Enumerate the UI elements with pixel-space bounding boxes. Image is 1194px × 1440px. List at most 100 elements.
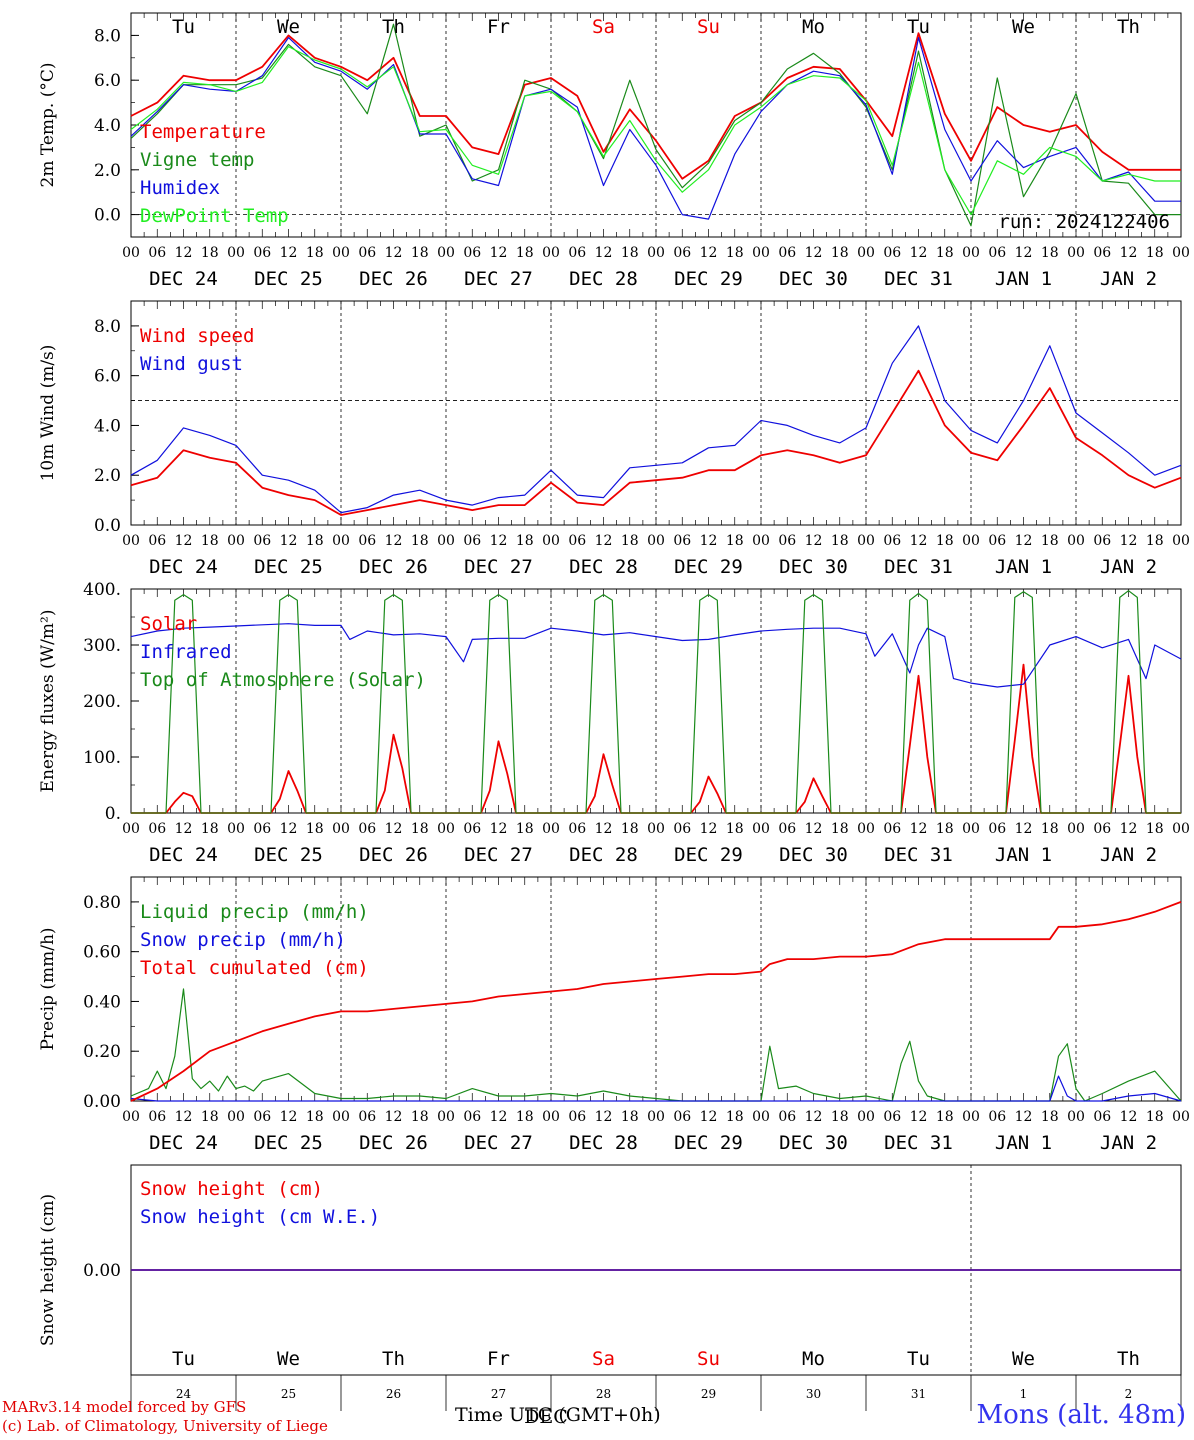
hour-tick-label: 12 xyxy=(700,533,718,549)
y-axis-label: 2m Temp. (°C) xyxy=(38,62,58,187)
hour-tick-label: 18 xyxy=(411,245,429,261)
hour-tick-label: 18 xyxy=(621,821,639,837)
hour-tick-label: 18 xyxy=(621,533,639,549)
weekday-label-bottom: Sa xyxy=(592,1348,615,1370)
hour-tick-label: 12 xyxy=(385,821,403,837)
hour-tick-label: 12 xyxy=(595,245,613,261)
hour-tick-label: 12 xyxy=(910,245,928,261)
hour-tick-label: 00 xyxy=(437,245,455,261)
hour-tick-label: 18 xyxy=(831,533,849,549)
hour-tick-label: 12 xyxy=(280,245,298,261)
hour-tick-label: 18 xyxy=(1041,245,1059,261)
y-tick-label: 8.0 xyxy=(94,26,121,46)
hour-tick-label: 18 xyxy=(516,533,534,549)
hour-tick-label: 06 xyxy=(148,821,166,837)
date-label: DEC 31 xyxy=(884,556,953,578)
hour-tick-label: 12 xyxy=(385,533,403,549)
date-label: JAN 2 xyxy=(1100,1132,1157,1154)
hour-tick-label: 06 xyxy=(778,821,796,837)
station-label: Mons (alt. 48m) xyxy=(976,1400,1186,1430)
day-number: 26 xyxy=(386,1387,401,1401)
hour-tick-label: 06 xyxy=(1093,1109,1111,1125)
date-label: JAN 2 xyxy=(1100,556,1157,578)
legend-entry: Infrared xyxy=(140,641,232,663)
hour-tick-label: 18 xyxy=(201,245,219,261)
hour-tick-label: 18 xyxy=(306,1109,324,1125)
hour-tick-label: 12 xyxy=(1120,1109,1138,1125)
hour-tick-label: 06 xyxy=(1093,533,1111,549)
hour-tick-label: 06 xyxy=(358,821,376,837)
hour-tick-label: 06 xyxy=(673,821,691,837)
hour-tick-label: 00 xyxy=(752,245,770,261)
y-axis-label: Precip (mm/h) xyxy=(38,927,58,1050)
run-label: run: 2024122406 xyxy=(998,211,1170,233)
hour-tick-label: 12 xyxy=(490,1109,508,1125)
weekday-label-top: Fr xyxy=(487,16,510,38)
panel-frame xyxy=(130,588,1182,814)
hour-tick-label: 00 xyxy=(857,245,875,261)
hour-tick-label: 00 xyxy=(122,821,140,837)
weekday-label-bottom: Th xyxy=(382,1348,405,1370)
hour-tick-label: 12 xyxy=(1015,1109,1033,1125)
hour-tick-label: 12 xyxy=(910,1109,928,1125)
series-group xyxy=(130,901,1182,1102)
hour-tick-label: 18 xyxy=(516,821,534,837)
y-tick-label: 300. xyxy=(83,636,121,656)
hour-tick-label: 00 xyxy=(962,245,980,261)
hour-tick-label: 00 xyxy=(227,821,245,837)
hour-tick-label: 12 xyxy=(595,1109,613,1125)
day-number: 28 xyxy=(596,1387,611,1401)
series-group xyxy=(130,590,1182,814)
date-label: DEC 27 xyxy=(464,556,533,578)
date-label: JAN 1 xyxy=(995,556,1052,578)
weekday-label-top: Su xyxy=(697,16,720,38)
hour-tick-label: 00 xyxy=(647,1109,665,1125)
date-label: DEC 24 xyxy=(149,844,218,866)
hour-tick-label: 06 xyxy=(463,821,481,837)
weekday-label-bottom: Th xyxy=(1117,1348,1140,1370)
hour-tick-label: 12 xyxy=(1120,533,1138,549)
y-tick-label: 0.80 xyxy=(83,893,121,913)
y-tick-label: 6.0 xyxy=(94,367,121,387)
legend-entry: Wind speed xyxy=(140,325,254,347)
legend-entry: Snow precip (mm/h) xyxy=(140,929,346,951)
legend-entry: Snow height (cm W.E.) xyxy=(140,1206,380,1228)
hour-tick-label: 12 xyxy=(1120,245,1138,261)
hour-tick-label: 00 xyxy=(227,245,245,261)
hour-tick-label: 06 xyxy=(778,1109,796,1125)
weekday-label-top: Tu xyxy=(172,16,195,38)
hour-tick-label: 18 xyxy=(726,245,744,261)
hour-tick-label: 18 xyxy=(1146,1109,1164,1125)
hour-tick-label: 18 xyxy=(936,245,954,261)
date-label: JAN 1 xyxy=(995,1132,1052,1154)
date-label: DEC 24 xyxy=(149,1132,218,1154)
date-label: DEC 26 xyxy=(359,844,428,866)
y-axis-label: Snow height (cm) xyxy=(38,1194,58,1346)
hour-tick-label: 00 xyxy=(752,821,770,837)
hour-tick-label: 12 xyxy=(490,533,508,549)
panel-1: 0.0 2.0 4.0 6.0 8.0 2m Temp. (°C) Temperature V… xyxy=(38,12,1190,290)
hour-tick-label: 06 xyxy=(883,1109,901,1125)
hour-tick-label: 12 xyxy=(280,533,298,549)
date-label: DEC 30 xyxy=(779,556,848,578)
hour-tick-label: 00 xyxy=(647,533,665,549)
hour-tick-label: 06 xyxy=(673,533,691,549)
time-axis-overlay: DEC xyxy=(524,1406,568,1428)
hour-tick-label: 00 xyxy=(857,821,875,837)
date-label: DEC 25 xyxy=(254,556,323,578)
y-tick-label: 0.40 xyxy=(83,992,121,1012)
date-label: DEC 25 xyxy=(254,268,323,290)
day-number: 27 xyxy=(491,1387,506,1401)
hour-tick-label: 06 xyxy=(568,533,586,549)
hour-tick-label: 06 xyxy=(988,821,1006,837)
date-label: DEC 30 xyxy=(779,844,848,866)
hour-tick-label: 00 xyxy=(332,245,350,261)
date-label: DEC 28 xyxy=(569,1132,638,1154)
y-tick-label: 2.0 xyxy=(94,161,121,181)
hour-tick-label: 12 xyxy=(595,821,613,837)
hour-tick-label: 06 xyxy=(568,1109,586,1125)
day-number: 2 xyxy=(1125,1387,1133,1401)
date-label: JAN 1 xyxy=(995,268,1052,290)
y-tick-label: 0.0 xyxy=(94,206,121,226)
hour-tick-label: 12 xyxy=(280,1109,298,1125)
